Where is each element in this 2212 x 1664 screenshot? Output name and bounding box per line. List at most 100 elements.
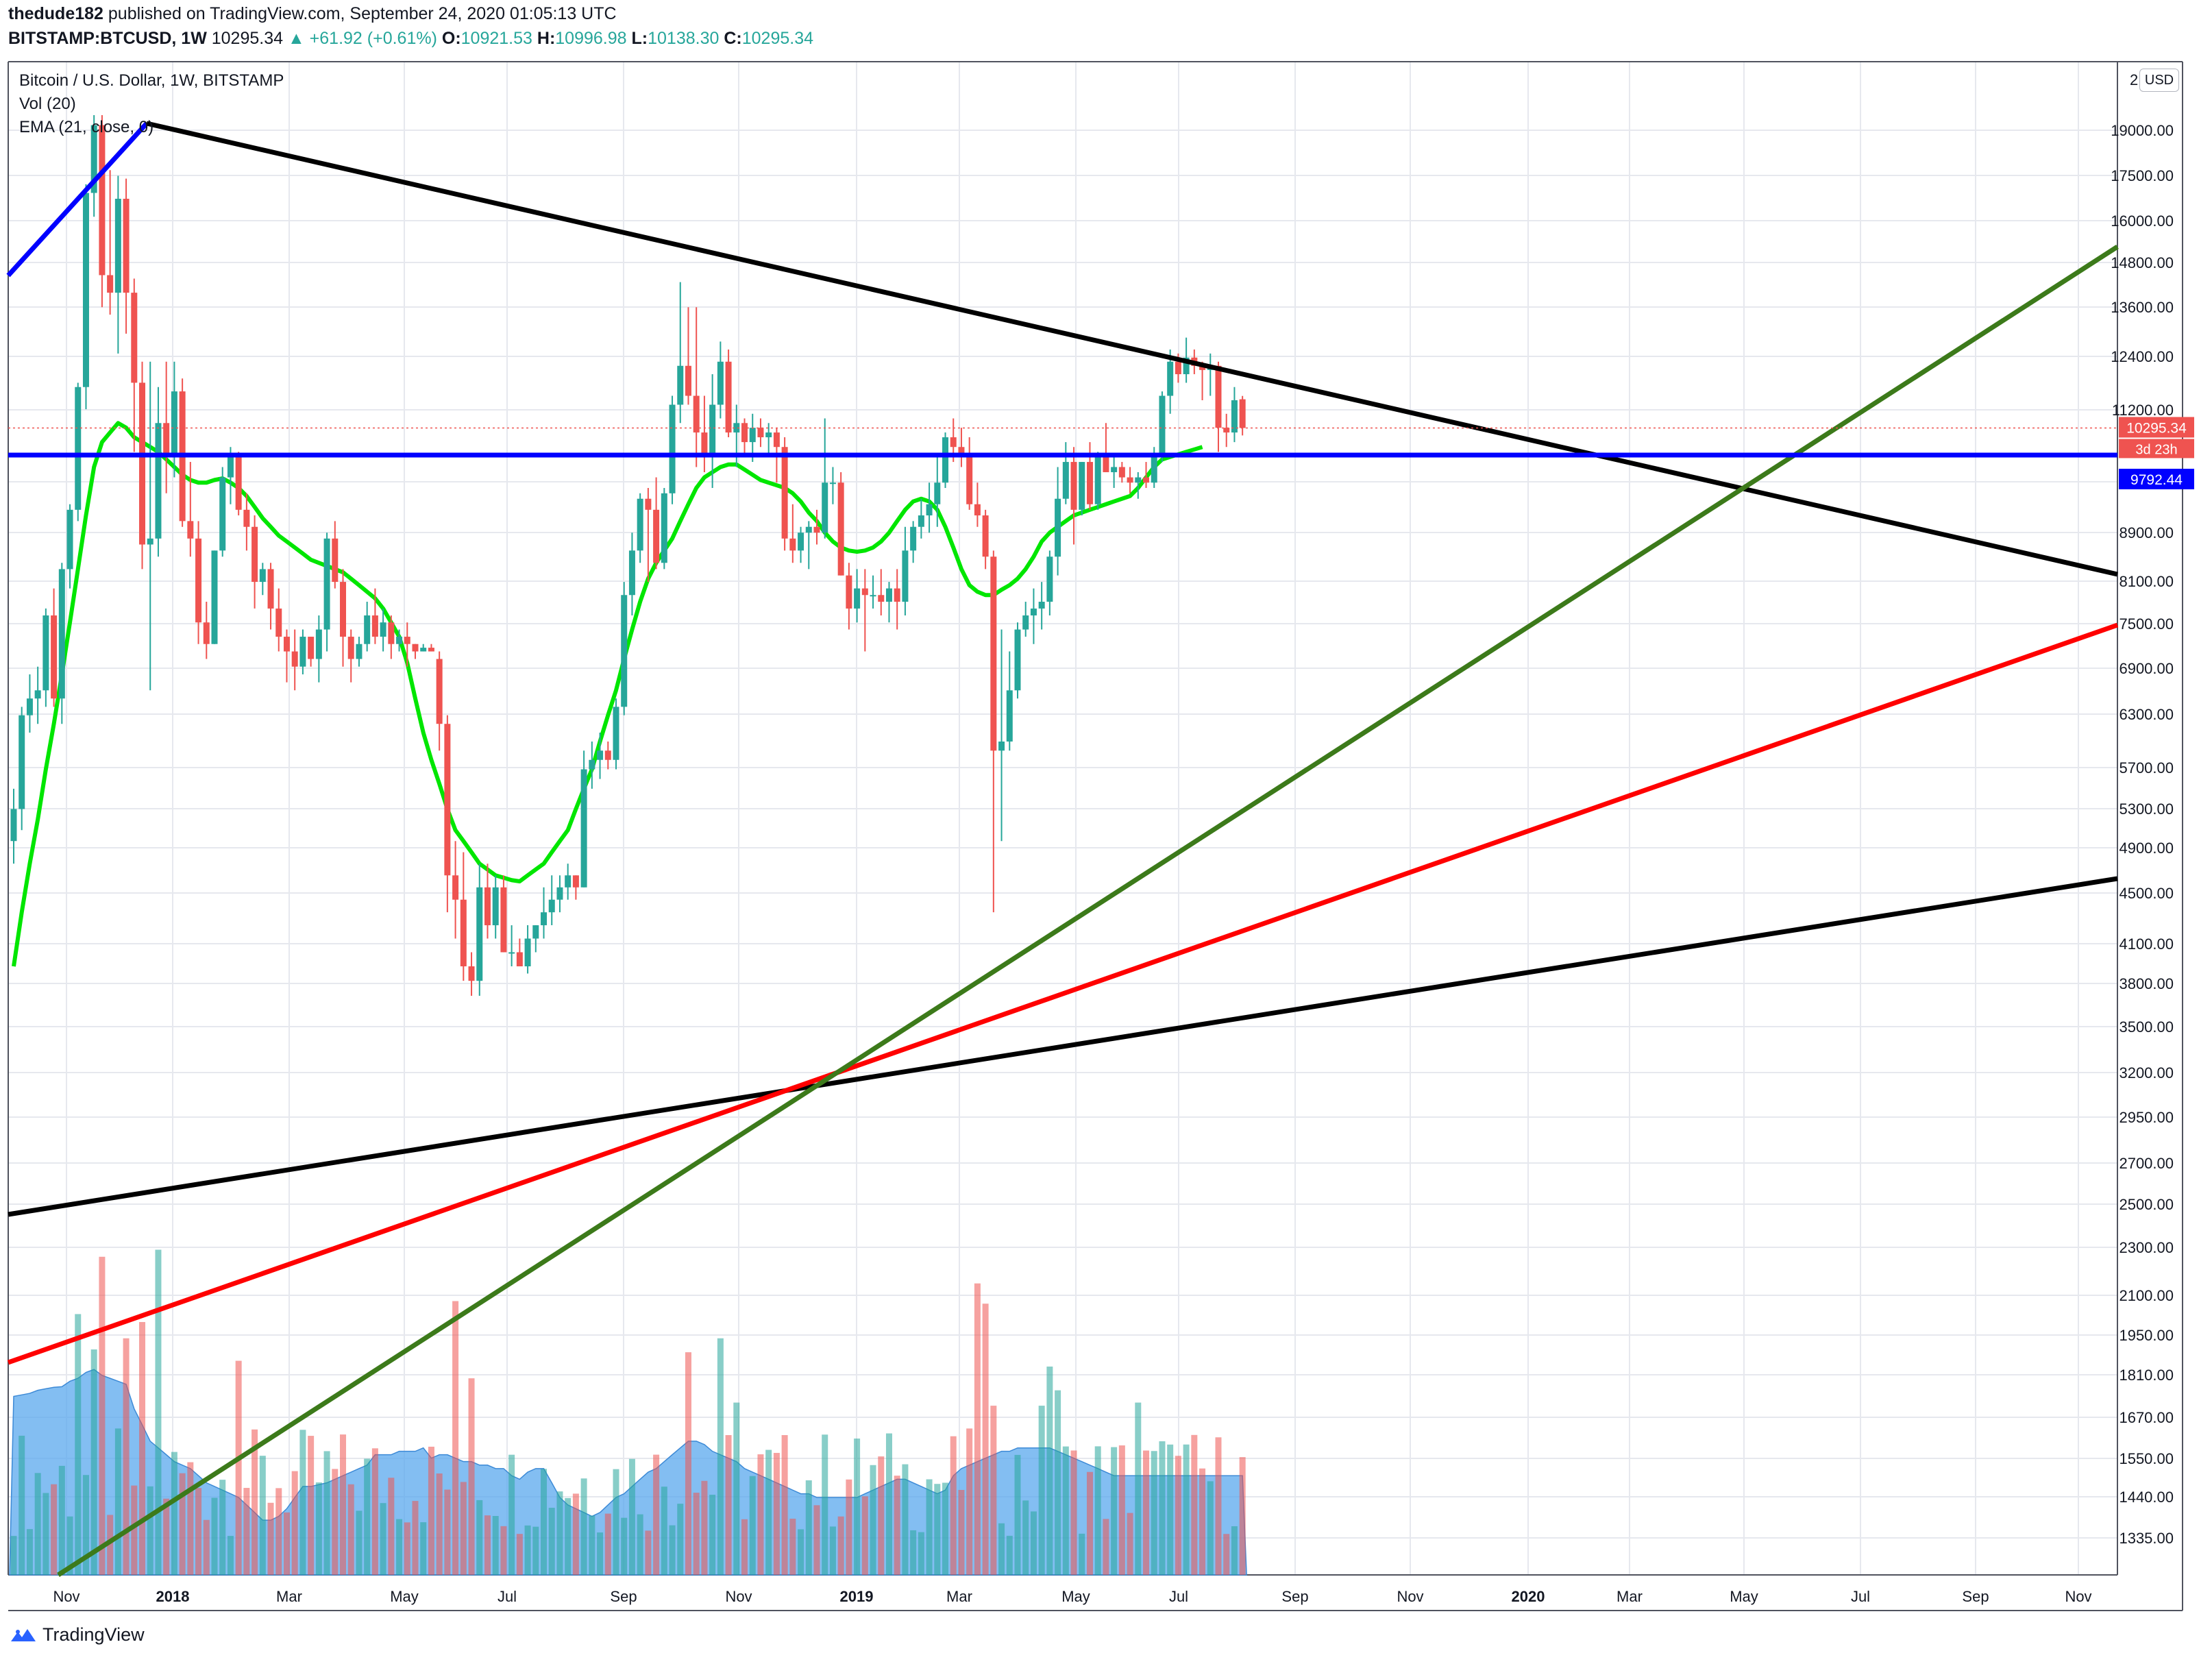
volume-bar — [90, 1349, 97, 1575]
volume-bar — [99, 1256, 106, 1575]
candle-body — [420, 648, 427, 652]
volume-bar — [950, 1436, 957, 1575]
candle-body — [323, 538, 330, 630]
price-tick-label: 1950.00 — [2119, 1327, 2174, 1344]
candle-body — [1151, 456, 1157, 483]
volume-bar — [854, 1439, 861, 1575]
candle-body — [918, 515, 924, 527]
volume-bar — [1038, 1406, 1045, 1575]
candle-body — [187, 521, 194, 539]
time-tick-label: Nov — [1397, 1588, 1423, 1605]
candle-body — [1223, 428, 1230, 433]
legend-ema[interactable]: EMA (21, close, 0) — [19, 118, 154, 136]
price-tick-label: 5300.00 — [2119, 800, 2174, 818]
candle-body — [661, 493, 667, 563]
volume-bar — [51, 1484, 58, 1575]
candle-body — [805, 526, 812, 533]
plot-area — [8, 62, 2117, 1575]
volume-bar — [580, 1478, 587, 1575]
price-tick-label: 12400.00 — [2111, 348, 2174, 365]
volume-bar — [516, 1534, 523, 1575]
author-name[interactable]: thedude182 — [8, 4, 103, 23]
low-value: 10138.30 — [648, 29, 720, 48]
currency-button[interactable]: USD — [2139, 69, 2179, 92]
volume-bar — [1062, 1446, 1069, 1575]
price-tick-label: 3200.00 — [2119, 1064, 2174, 1081]
candle-body — [1006, 690, 1013, 742]
candle-body — [1175, 361, 1181, 375]
volume-bar — [1118, 1445, 1125, 1575]
candle-body — [822, 482, 828, 533]
candle-body — [798, 533, 804, 551]
candle-body — [155, 423, 162, 539]
countdown-label-box — [2119, 439, 2194, 458]
candle-body — [219, 477, 226, 551]
candle-body — [492, 887, 499, 926]
publish-text: published on TradingView.com, September … — [103, 4, 617, 23]
volume-bar — [1079, 1533, 1085, 1575]
volume-bar — [187, 1462, 194, 1575]
volume-bar — [693, 1493, 700, 1575]
volume-bar — [1183, 1444, 1190, 1575]
price-tick-label: 6900.00 — [2119, 660, 2174, 677]
candle-body — [565, 875, 572, 888]
price-tick-label: 1335.00 — [2119, 1530, 2174, 1547]
volume-bar — [757, 1454, 764, 1575]
volume-bar — [894, 1476, 900, 1575]
volume-bar — [404, 1522, 410, 1575]
price-tick-label: 19000.00 — [2111, 122, 2174, 139]
volume-bar — [958, 1489, 965, 1575]
legend-volume[interactable]: Vol (20) — [19, 95, 76, 113]
volume-bar — [460, 1482, 467, 1575]
candle-body — [829, 482, 836, 485]
volume-bar — [749, 1476, 756, 1575]
candle-body — [1055, 498, 1061, 557]
candle-body — [628, 550, 635, 596]
candle-body — [1038, 602, 1045, 609]
candle-body — [1135, 477, 1142, 483]
volume-bar — [492, 1516, 499, 1575]
volume-bar — [1094, 1446, 1101, 1575]
candle-body — [259, 569, 266, 583]
volume-bar — [267, 1502, 274, 1575]
volume-bar — [1215, 1437, 1222, 1575]
volume-bar — [179, 1473, 186, 1575]
volume-bar — [1070, 1450, 1077, 1575]
volume-bar — [878, 1456, 885, 1575]
candle-body — [524, 938, 531, 967]
volume-bar — [275, 1488, 282, 1575]
volume-bar — [541, 1469, 548, 1575]
volume-bar — [1239, 1457, 1246, 1575]
candle-body — [243, 509, 250, 527]
candle-body — [371, 615, 378, 637]
volume-bar — [436, 1473, 443, 1575]
price-tick-label: 8900.00 — [2119, 524, 2174, 541]
candle-body — [283, 637, 290, 652]
price-tick-label: 16000.00 — [2111, 212, 2174, 230]
close-value: 10295.34 — [741, 29, 814, 48]
price-tick-label: 1440.00 — [2119, 1489, 2174, 1506]
volume-bar — [926, 1479, 933, 1575]
last-price: 10295.34 — [211, 29, 284, 48]
volume-bar — [66, 1516, 73, 1575]
candle-body — [580, 769, 587, 888]
candle-body — [516, 952, 523, 967]
price-tick-label: 2300.00 — [2119, 1239, 2174, 1256]
candle-body — [75, 387, 82, 510]
volume-bar — [805, 1480, 812, 1575]
time-tick-label: Mar — [946, 1588, 972, 1605]
candle-body — [404, 637, 410, 644]
candle-body — [1030, 608, 1037, 615]
time-tick-label: Nov — [2065, 1588, 2091, 1605]
candle-body — [548, 899, 555, 913]
trendline-black-descending — [146, 121, 2118, 577]
candle-body — [203, 622, 210, 644]
volume-bar — [524, 1525, 531, 1575]
candle-body — [725, 361, 732, 433]
volume-bar — [34, 1473, 41, 1575]
time-tick-label: 2019 — [840, 1588, 874, 1605]
volume-bar — [1223, 1534, 1230, 1575]
candle-body — [500, 887, 507, 953]
volume-bar — [315, 1482, 322, 1575]
